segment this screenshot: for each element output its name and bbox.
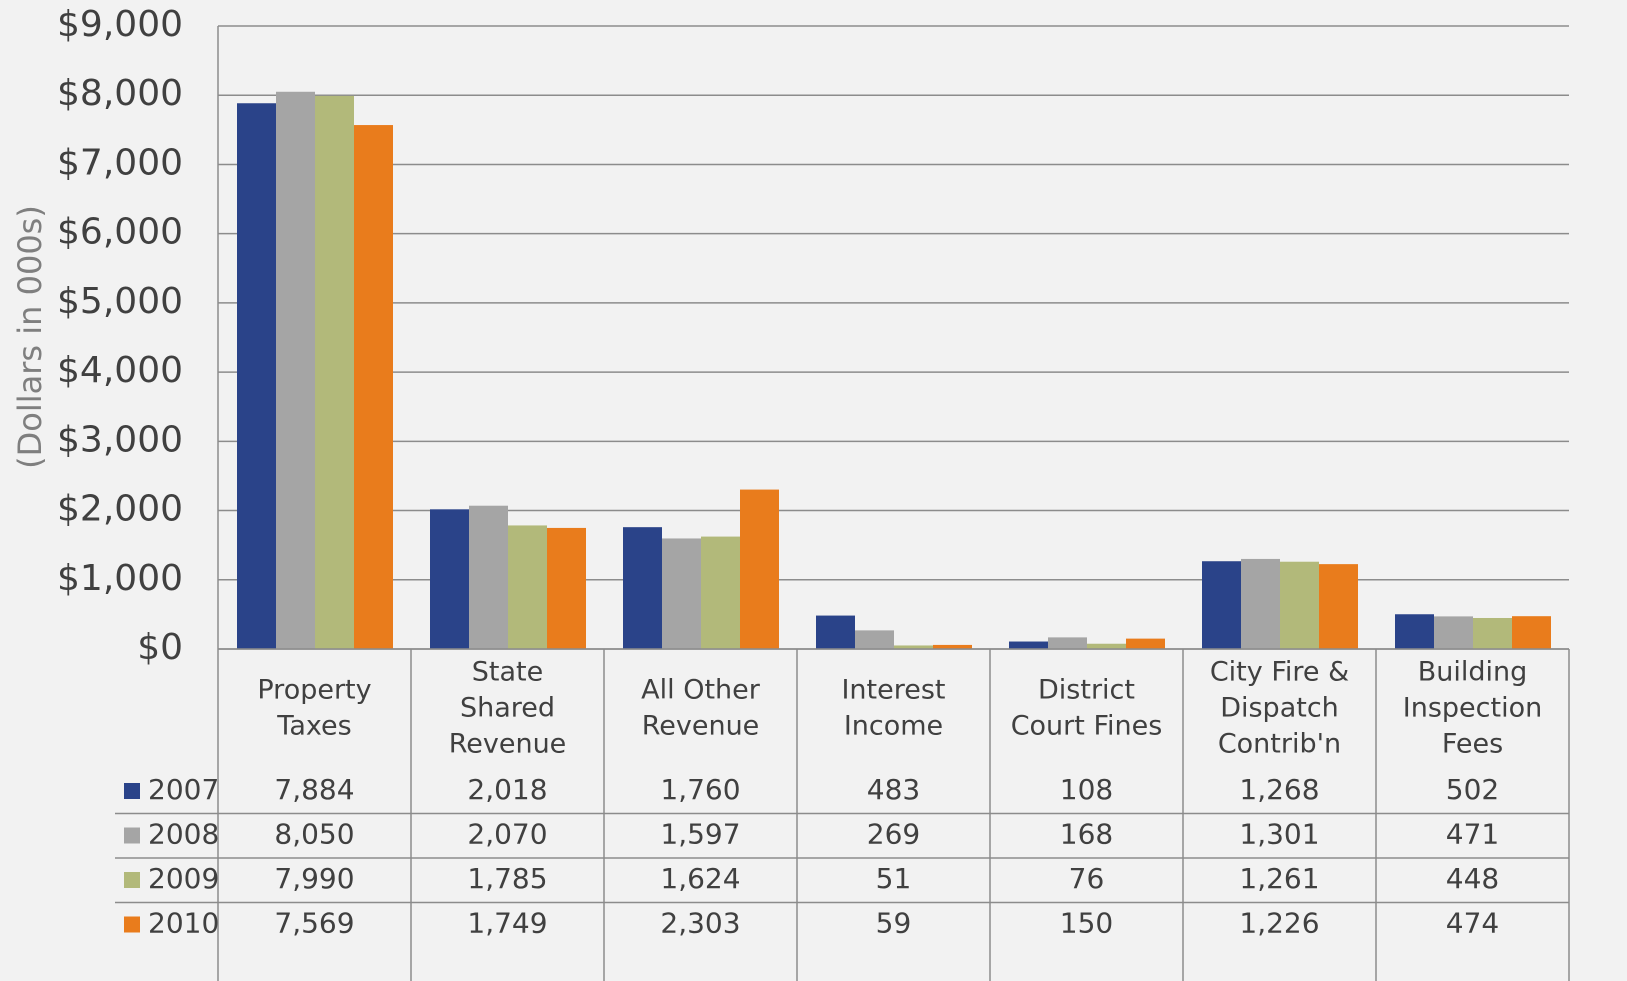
bar	[315, 95, 354, 650]
y-tick-label: $7,000	[57, 142, 183, 183]
table-cell: 168	[1060, 818, 1113, 851]
x-tick-label: Building	[1418, 657, 1528, 688]
table-cell: 8,050	[274, 818, 354, 851]
table-cell: 471	[1446, 818, 1499, 851]
table-cell: 7,569	[274, 907, 354, 940]
table-cell: 2,018	[467, 773, 547, 806]
legend-swatch	[124, 783, 140, 799]
table-cell: 448	[1446, 862, 1499, 895]
y-tick-label: $6,000	[57, 212, 183, 253]
y-tick-label: $4,000	[57, 350, 183, 391]
bar	[276, 91, 315, 649]
table-cell: 1,268	[1239, 773, 1319, 806]
table-cell: 1,749	[467, 907, 547, 940]
legend-swatch	[124, 916, 140, 933]
table-cell: 474	[1446, 907, 1499, 940]
legend-label: 2009	[148, 862, 219, 895]
table-cell: 1,624	[660, 862, 740, 895]
bar	[1241, 558, 1280, 649]
table-cell: 1,760	[660, 773, 740, 806]
bar	[855, 630, 894, 649]
legend-label: 2007	[148, 773, 219, 806]
y-tick-label: $0	[137, 627, 183, 668]
legend-label: 2008	[148, 818, 219, 851]
table-cell: 51	[876, 862, 912, 895]
bar	[547, 527, 586, 649]
table-cell: 7,990	[274, 862, 354, 895]
bar	[1434, 616, 1473, 649]
x-tick-label: Interest	[841, 675, 945, 706]
x-tick-label: Dispatch	[1220, 693, 1339, 724]
table-cell: 2,070	[467, 818, 547, 851]
table-cell: 2,303	[660, 907, 740, 940]
bar	[1280, 561, 1319, 649]
x-tick-label: District	[1038, 675, 1135, 706]
legend-label: 2010	[148, 907, 219, 940]
y-tick-label: $9,000	[57, 4, 183, 45]
legend-swatch	[124, 872, 140, 888]
bar	[894, 645, 933, 649]
table-cell: 1,301	[1239, 818, 1319, 851]
bar	[701, 536, 740, 649]
x-tick-label: Revenue	[449, 729, 567, 760]
table-cell: 483	[867, 773, 920, 806]
bar	[933, 644, 972, 649]
bar	[1009, 641, 1048, 649]
table-cell: 108	[1060, 773, 1113, 806]
y-tick-label: $3,000	[57, 419, 183, 460]
table-cell: 76	[1069, 862, 1105, 895]
table-cell: 1,261	[1239, 862, 1319, 895]
x-tick-label: Property	[257, 675, 371, 706]
bar	[1395, 614, 1434, 649]
x-tick-label: State	[472, 657, 543, 688]
legend-swatch	[124, 827, 140, 844]
y-axis-label: (Dollars in 000s)	[11, 205, 49, 469]
x-tick-label: Shared	[460, 693, 555, 724]
table-cell: 502	[1446, 773, 1499, 806]
table-cell: 7,884	[274, 773, 354, 806]
table-cell: 1,785	[467, 862, 547, 895]
x-tick-label: All Other	[641, 675, 761, 706]
x-tick-label: City Fire &	[1210, 657, 1349, 688]
bar	[1087, 643, 1126, 649]
x-tick-label: Taxes	[276, 711, 351, 742]
table-cell: 150	[1060, 907, 1113, 940]
bar	[1512, 616, 1551, 649]
bar	[508, 525, 547, 649]
bar	[740, 489, 779, 649]
bar	[1319, 564, 1358, 649]
y-tick-label: $5,000	[57, 281, 183, 322]
bar	[1126, 638, 1165, 649]
x-tick-label: Court Fines	[1011, 711, 1163, 742]
bar	[354, 125, 393, 649]
bar	[662, 538, 701, 649]
bar	[430, 509, 469, 649]
bar	[1202, 561, 1241, 649]
y-tick-label: $2,000	[57, 489, 183, 530]
x-tick-label: Fees	[1442, 729, 1503, 760]
bar	[469, 505, 508, 649]
bar	[1473, 617, 1512, 649]
x-tick-label: Income	[844, 711, 943, 742]
bar	[816, 615, 855, 649]
x-tick-label: Inspection	[1403, 693, 1542, 724]
x-tick-label: Revenue	[642, 711, 760, 742]
y-tick-label: $8,000	[57, 73, 183, 114]
y-tick-label: $1,000	[57, 558, 183, 599]
table-cell: 1,597	[660, 818, 740, 851]
bar	[237, 103, 276, 649]
table-cell: 59	[876, 907, 912, 940]
x-tick-label: Contrib'n	[1218, 729, 1341, 760]
bar	[1048, 637, 1087, 649]
bar	[623, 527, 662, 649]
table-cell: 269	[867, 818, 920, 851]
table-cell: 1,226	[1239, 907, 1319, 940]
